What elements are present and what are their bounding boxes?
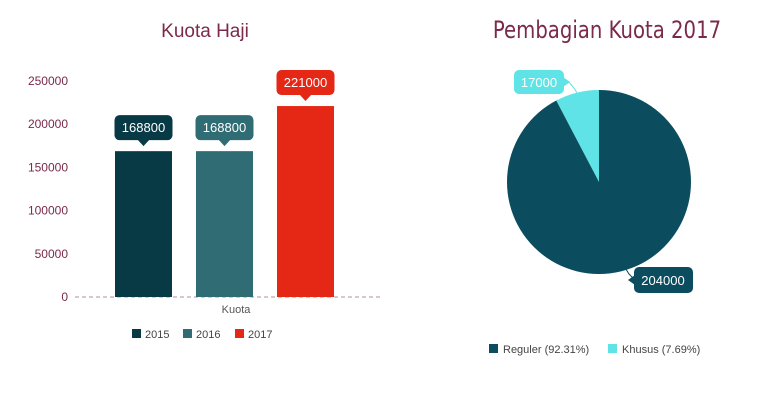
legend-item-reguler[interactable]: Reguler (92.31%) (489, 344, 589, 356)
svg-text:221000: 221000 (284, 75, 327, 90)
bar-chart-kuota-haji: Kuota Haji 0 50000 100000 150000 200000 25000… (28, 21, 380, 341)
pie-slices (507, 90, 691, 274)
svg-text:Reguler (92.31%): Reguler (92.31%) (503, 344, 589, 356)
legend-item-khusus[interactable]: Khusus (7.69%) (608, 344, 700, 356)
data-label-2017: 221000 (276, 70, 335, 102)
svg-text:2015: 2015 (145, 329, 169, 341)
y-tick-label: 50000 (35, 247, 69, 261)
data-label-2015: 168800 (114, 115, 173, 147)
y-tick-label: 0 (61, 290, 68, 304)
svg-text:204000: 204000 (641, 273, 684, 288)
y-tick-label: 100000 (28, 204, 68, 218)
bar-group: 168800 168800 221000 (114, 70, 335, 297)
svg-text:2017: 2017 (248, 329, 272, 341)
svg-text:168800: 168800 (122, 120, 165, 135)
legend-item-2016[interactable]: 2016 (183, 329, 220, 341)
x-axis-category-label: Kuota (222, 304, 252, 316)
y-tick-label: 150000 (28, 160, 68, 174)
y-axis: 0 50000 100000 150000 200000 250000 (28, 74, 68, 304)
y-tick-label: 250000 (28, 74, 68, 88)
legend-item-2015[interactable]: 2015 (132, 329, 169, 341)
pie-legend: Reguler (92.31%) Khusus (7.69%) (489, 344, 700, 356)
bar-chart-title: Kuota Haji (161, 21, 249, 42)
svg-text:Khusus (7.69%): Khusus (7.69%) (622, 344, 700, 356)
legend-item-2017[interactable]: 2017 (235, 329, 272, 341)
pie-label-reguler: 204000 (623, 265, 693, 293)
svg-text:168800: 168800 (203, 120, 246, 135)
pie-slice-reguler (507, 90, 691, 274)
pie-label-khusus: 17000 (514, 70, 578, 94)
pie-chart-title: Pembagian Kuota 2017 (493, 17, 721, 44)
pie-value-labels: 17000 204000 (514, 70, 693, 293)
svg-text:2016: 2016 (196, 329, 220, 341)
bar-2015 (115, 151, 172, 297)
bar-2017 (277, 106, 334, 297)
y-tick-label: 200000 (28, 117, 68, 131)
bar-legend: 2015 2016 2017 (132, 329, 272, 341)
data-label-2016: 168800 (195, 115, 254, 147)
bar-2016 (196, 151, 253, 297)
pie-slice-khusus (556, 90, 599, 182)
svg-text:17000: 17000 (521, 75, 557, 90)
